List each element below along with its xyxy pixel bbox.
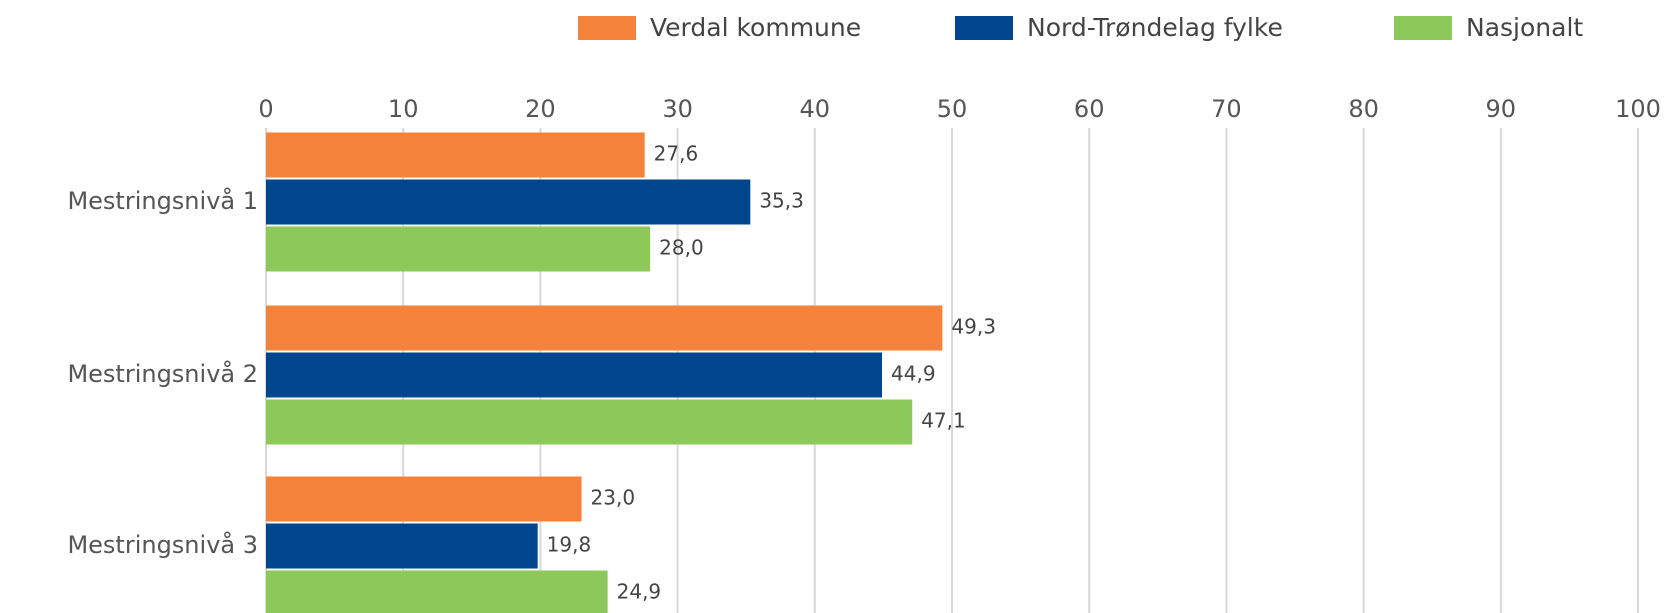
x-tick-label: 40 [800, 95, 831, 123]
y-tick-label: Mestringsnivå 1 [67, 186, 258, 215]
bar [266, 132, 645, 178]
x-tick-label: 80 [1348, 95, 1379, 123]
bar [266, 523, 538, 569]
bar [266, 305, 943, 351]
bar [266, 399, 913, 445]
x-tick-label: 0 [258, 95, 273, 123]
value-label: 27,6 [654, 142, 699, 166]
bar [266, 226, 651, 272]
y-tick-label: Mestringsnivå 2 [67, 359, 258, 388]
legend-swatch [1394, 16, 1452, 40]
legend-label: Nord-Trøndelag fylke [1027, 13, 1283, 42]
x-tick-label: 60 [1074, 95, 1105, 123]
value-label: 19,8 [547, 533, 592, 557]
legend-swatch [955, 16, 1013, 40]
value-label: 47,1 [921, 409, 966, 433]
x-tick-label: 30 [662, 95, 693, 123]
value-label: 28,0 [659, 236, 704, 260]
value-label: 49,3 [951, 315, 996, 339]
bar [266, 179, 751, 225]
bar [266, 570, 608, 613]
x-tick-label: 70 [1211, 95, 1242, 123]
y-tick-label: Mestringsnivå 3 [67, 530, 258, 559]
value-label: 24,9 [617, 580, 662, 604]
x-tick-label: 90 [1486, 95, 1517, 123]
legend-label: Verdal kommune [650, 13, 861, 42]
value-label: 35,3 [759, 189, 804, 213]
bar [266, 476, 582, 522]
bar [266, 352, 883, 398]
legend-swatch [578, 16, 636, 40]
value-label: 44,9 [891, 362, 936, 386]
value-label: 23,0 [591, 486, 636, 510]
x-tick-label: 100 [1615, 95, 1661, 123]
x-tick-label: 50 [937, 95, 968, 123]
legend-label: Nasjonalt [1466, 13, 1583, 42]
x-tick-label: 10 [388, 95, 419, 123]
x-tick-label: 20 [525, 95, 556, 123]
